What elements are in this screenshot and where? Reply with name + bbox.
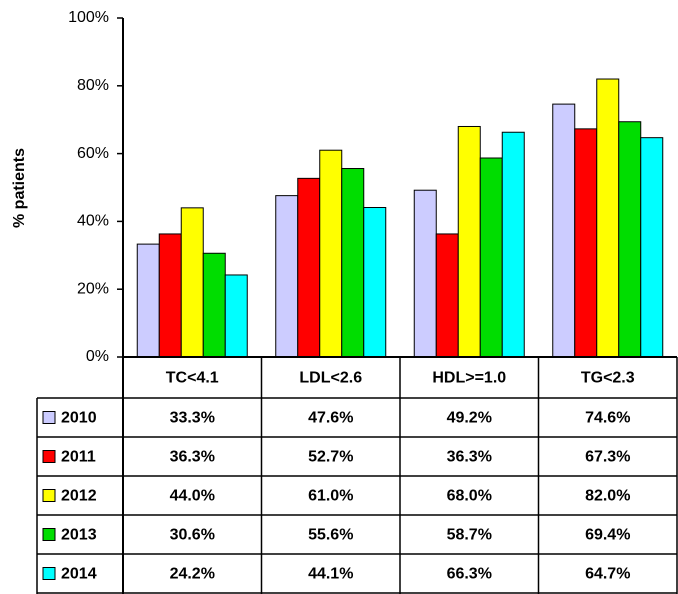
table-cell: 47.6% [308, 410, 353, 427]
table-cell: 52.7% [308, 449, 353, 466]
table-cell: 36.3% [447, 449, 492, 466]
bar [574, 128, 598, 358]
table-cell: 55.6% [308, 527, 353, 544]
table-cell: 68.0% [447, 488, 492, 505]
y-tick-label: 40% [77, 213, 109, 230]
table-cell: 24.2% [170, 566, 215, 583]
bar [640, 137, 664, 358]
bar [341, 168, 365, 358]
bar [363, 207, 387, 358]
y-tick-label: 20% [77, 280, 109, 297]
bar [158, 233, 182, 358]
table-cell: 33.3% [170, 410, 215, 427]
table-cell: 67.3% [585, 449, 630, 466]
bar [180, 207, 204, 358]
bar [275, 195, 299, 358]
table-cell: 66.3% [447, 566, 492, 583]
bar [618, 121, 642, 358]
bar [479, 157, 503, 358]
bar [224, 274, 248, 358]
y-axis-label: % patients [11, 148, 28, 228]
table-cell: 36.3% [170, 449, 215, 466]
table-cell: 74.6% [585, 410, 630, 427]
y-tick-label: 60% [77, 145, 109, 162]
x-tick-label: TG<2.3 [581, 370, 635, 387]
legend-swatch [42, 528, 56, 541]
table-cell: 44.0% [170, 488, 215, 505]
y-tick-label: 100% [68, 9, 109, 26]
legend-label: 2013 [61, 527, 97, 544]
legend-label: 2014 [61, 566, 97, 583]
table-cell: 69.4% [585, 527, 630, 544]
bar [552, 103, 576, 358]
x-tick-label: HDL>=1.0 [432, 370, 506, 387]
bar [297, 177, 321, 358]
bar [319, 149, 343, 358]
bar [501, 131, 525, 358]
table-cell: 49.2% [447, 410, 492, 427]
legend-label: 2010 [61, 410, 97, 427]
table-cell: 61.0% [308, 488, 353, 505]
bar [202, 252, 226, 358]
table-cell: 58.7% [447, 527, 492, 544]
table-cell: 30.6% [170, 527, 215, 544]
bar [136, 243, 160, 358]
x-tick-label: LDL<2.6 [299, 370, 362, 387]
table-cell: 82.0% [585, 488, 630, 505]
bar [457, 125, 481, 358]
table-cell: 44.1% [308, 566, 353, 583]
y-tick-label: 80% [77, 77, 109, 94]
y-tick-label: 0% [86, 348, 109, 365]
legend-swatch [42, 489, 56, 502]
x-tick-label: TC<4.1 [166, 370, 219, 387]
legend-swatch [42, 567, 56, 580]
legend-label: 2012 [61, 488, 97, 505]
bar [413, 189, 437, 358]
legend-swatch [42, 450, 56, 463]
bar [435, 233, 459, 358]
bar [596, 78, 620, 358]
table-cell: 64.7% [585, 566, 630, 583]
legend-label: 2011 [61, 449, 96, 466]
legend-swatch [42, 411, 56, 424]
